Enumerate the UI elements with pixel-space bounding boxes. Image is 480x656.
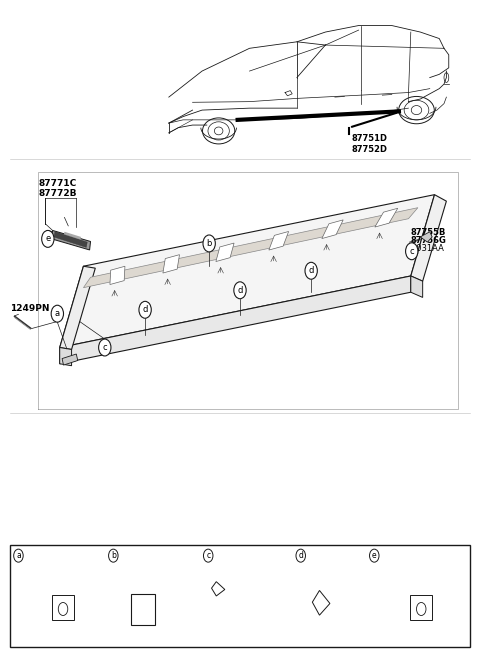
Text: e: e — [372, 551, 377, 560]
Polygon shape — [216, 243, 234, 262]
Polygon shape — [60, 195, 434, 348]
Polygon shape — [62, 354, 78, 365]
Polygon shape — [411, 195, 446, 281]
Circle shape — [406, 243, 418, 260]
Circle shape — [98, 339, 111, 356]
Text: e: e — [45, 234, 50, 243]
Bar — [52, 596, 74, 620]
Polygon shape — [64, 232, 81, 239]
Text: c: c — [206, 551, 210, 560]
Circle shape — [108, 549, 118, 562]
Circle shape — [305, 262, 317, 279]
Text: b: b — [206, 239, 212, 248]
Text: b: b — [111, 551, 116, 560]
Text: 87771C
87772B: 87771C 87772B — [38, 178, 77, 198]
Bar — [410, 596, 432, 620]
Text: 1031AA: 1031AA — [411, 243, 444, 253]
Text: d: d — [309, 266, 314, 276]
Text: c: c — [102, 343, 107, 352]
Text: d: d — [143, 305, 148, 314]
Polygon shape — [110, 266, 125, 285]
Circle shape — [42, 230, 54, 247]
Polygon shape — [60, 276, 411, 364]
Text: 87759D: 87759D — [226, 575, 259, 584]
Polygon shape — [411, 276, 423, 297]
Text: 1249LG: 1249LG — [212, 613, 244, 623]
Circle shape — [51, 305, 63, 322]
Bar — [10, 544, 470, 647]
Polygon shape — [269, 232, 288, 250]
Text: d: d — [298, 551, 303, 560]
Polygon shape — [375, 208, 398, 227]
Polygon shape — [322, 220, 343, 239]
Text: a: a — [55, 309, 60, 318]
Text: 87751D
87752D: 87751D 87752D — [351, 134, 387, 154]
Polygon shape — [52, 230, 91, 250]
Text: 87758: 87758 — [36, 596, 62, 605]
Text: 1730AA: 1730AA — [320, 551, 357, 560]
Text: 1243AB: 1243AB — [18, 575, 51, 584]
Text: d: d — [237, 286, 243, 295]
Text: 87756G: 87756G — [411, 236, 447, 245]
Circle shape — [139, 301, 151, 318]
Polygon shape — [60, 348, 72, 366]
Text: 1243HZ: 1243HZ — [374, 575, 408, 584]
Polygon shape — [84, 208, 418, 288]
Circle shape — [234, 282, 246, 298]
Polygon shape — [54, 232, 87, 247]
Circle shape — [370, 549, 379, 562]
Circle shape — [14, 549, 23, 562]
Text: 87756J: 87756J — [146, 551, 178, 560]
Circle shape — [203, 235, 216, 252]
Polygon shape — [420, 232, 432, 242]
Polygon shape — [163, 255, 180, 273]
Text: a: a — [16, 551, 21, 560]
Text: 87701B: 87701B — [392, 596, 424, 605]
Circle shape — [204, 549, 213, 562]
Polygon shape — [60, 266, 96, 350]
Text: 87755B: 87755B — [411, 228, 446, 237]
Text: c: c — [409, 247, 414, 256]
Text: 1249PN: 1249PN — [10, 304, 49, 313]
Circle shape — [296, 549, 305, 562]
